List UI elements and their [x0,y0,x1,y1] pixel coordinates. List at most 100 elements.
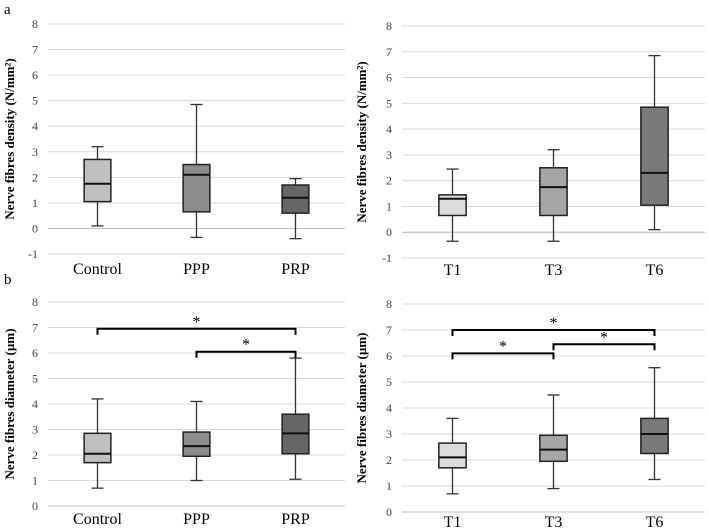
y-tick-label: 5 [386,375,392,389]
bracket-line [96,327,297,335]
y-axis-label: Nerve fibres density (N/mm²) [2,58,17,219]
x-category-label: T6 [646,514,664,531]
y-tick-label: 1 [32,196,38,210]
box-T1 [438,417,467,495]
box-T3 [539,394,568,490]
y-tick-label: 3 [32,145,38,159]
y-tick-label: 6 [386,349,392,363]
significance-bracket: * [451,338,555,360]
y-axis-label: Nerve fibres density (N/mm²) [354,61,369,222]
box-iqr [83,432,112,464]
significance-star: * [600,329,608,346]
x-category-label: T6 [646,262,664,279]
box-PRP [281,177,310,240]
box-Control [83,398,112,489]
box-iqr [83,158,112,203]
significance-star: * [499,338,507,355]
y-tick-label: 6 [386,71,392,85]
significance-star: * [242,337,250,354]
bracket-line [552,343,656,351]
y-tick-label: 0 [386,505,392,519]
chart-b_left: 0 1 2 3 4 5 6 7 8 Nerve fibres diameter (µm) Contr… [2,295,345,528]
chart-a_right: -1 0 1 2 3 4 5 6 7 8 Nerve fibres density (N/mm²) T… [354,19,705,279]
y-tick-label: 5 [32,372,38,386]
x-category-label: T1 [444,262,462,279]
box-T6 [640,367,669,481]
y-tick-label: 3 [386,148,392,162]
bracket-line [195,350,297,358]
x-category-label: T1 [444,514,462,531]
y-tick-label: 8 [32,295,38,309]
y-tick-label: 4 [32,397,38,411]
x-category-label: Control [73,511,122,528]
box-T6 [640,54,669,231]
y-tick-label: 1 [386,479,392,493]
box-iqr [539,167,568,217]
y-tick-label: 0 [386,225,392,239]
y-tick-label: 7 [32,43,38,57]
x-category-label: PRP [281,261,310,278]
y-tick-label: 0 [32,499,38,513]
y-tick-label: 8 [32,17,38,31]
y-tick-label: 8 [386,19,392,33]
box-iqr [539,434,568,463]
box-Control [83,146,112,227]
y-tick-label: -1 [28,247,38,261]
box-iqr [281,184,310,214]
box-PPP [182,103,211,239]
y-tick-label: 6 [32,346,38,360]
significance-bracket: * [195,337,297,358]
significance-bracket: * [552,329,656,351]
y-tick-label: 4 [386,401,392,415]
y-axis-label: Nerve fibres diameter (µm) [354,332,369,483]
y-tick-label: 6 [32,68,38,82]
y-tick-label: 5 [32,94,38,108]
significance-star: * [193,314,201,331]
y-tick-label: 5 [386,96,392,110]
y-tick-label: -1 [382,251,392,265]
x-category-label: Control [73,261,122,278]
box-iqr [640,106,669,206]
x-category-label: PPP [183,261,210,278]
y-tick-label: 1 [32,474,38,488]
box-iqr [438,194,467,217]
significance-bracket: * [451,315,656,336]
y-tick-label: 0 [32,221,38,235]
panel-label-b: b [4,272,12,288]
significance-star: * [550,315,558,332]
y-tick-label: 7 [386,45,392,59]
y-tick-label: 7 [32,321,38,335]
significance-bracket: * [96,314,297,335]
panel-label-a: a [4,2,11,18]
bracket-line [451,352,555,360]
box-PRP [281,357,310,480]
box-iqr [438,442,467,469]
box-iqr [640,417,669,455]
box-iqr [182,163,211,213]
bracket-line [451,329,656,336]
chart-a_left: -1 0 1 2 3 4 5 6 7 8 Nerve fibres density (N/mm²) C… [2,17,345,278]
box-PPP [182,400,211,482]
y-tick-label: 1 [386,199,392,213]
x-category-label: PRP [281,511,310,528]
y-tick-label: 8 [386,297,392,311]
y-tick-label: 3 [386,427,392,441]
y-tick-label: 2 [386,453,392,467]
y-tick-label: 4 [32,119,38,133]
box-T3 [539,149,568,242]
x-category-label: PPP [183,511,210,528]
y-tick-label: 4 [386,122,392,136]
box-iqr [182,431,211,458]
x-category-label: T3 [545,514,563,531]
chart-b_right: 0 1 2 3 4 5 6 7 8 Nerve fibres diameter (µm) T1 T3 T… [354,297,705,531]
y-axis-label: Nerve fibres diameter (µm) [2,328,17,479]
x-category-label: T3 [545,262,563,279]
y-tick-label: 2 [386,174,392,188]
y-tick-label: 2 [32,448,38,462]
box-T1 [438,168,467,242]
y-tick-label: 2 [32,170,38,184]
y-tick-label: 7 [386,323,392,337]
y-tick-label: 3 [32,423,38,437]
